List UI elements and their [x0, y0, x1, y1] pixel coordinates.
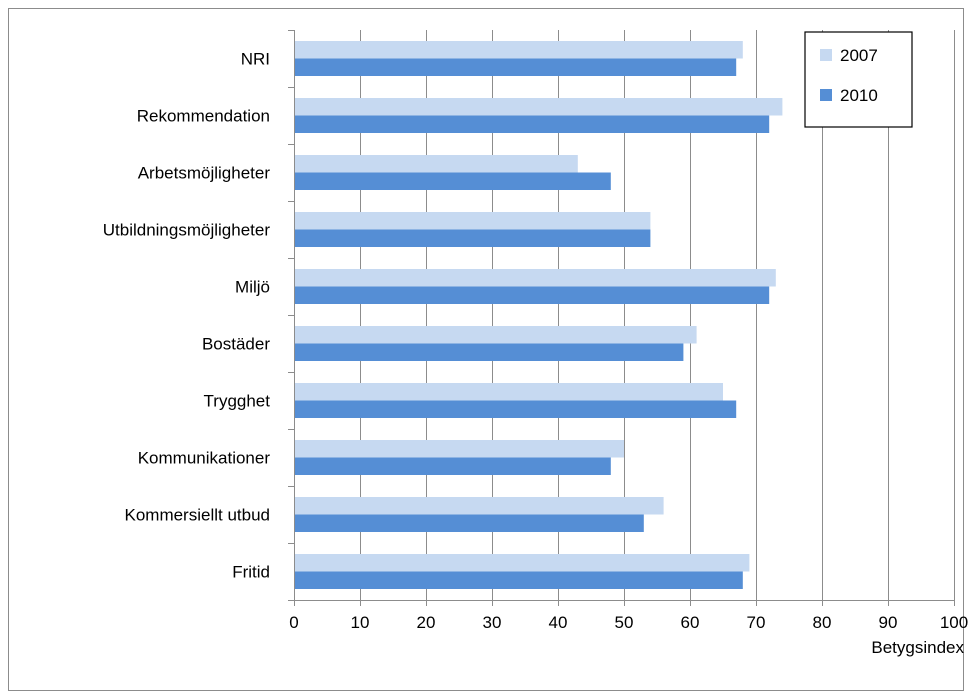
category-labels: NRI Rekommendation Arbetsmöjligheter Utbild…	[103, 50, 271, 582]
legend-label-2007: 2007	[840, 46, 878, 65]
category-label: Bostäder	[202, 335, 270, 354]
bar-2007	[294, 554, 750, 572]
bar-2007	[294, 269, 776, 287]
bars	[294, 41, 783, 589]
bar-2007	[294, 497, 664, 515]
legend-swatch-2007	[820, 49, 832, 61]
category-label: Kommunikationer	[138, 449, 271, 468]
legend-swatch-2010	[820, 89, 832, 101]
x-tick-label: 10	[351, 613, 370, 632]
x-tick-label: 20	[417, 613, 436, 632]
x-tick-label: 60	[681, 613, 700, 632]
category-label: NRI	[241, 50, 270, 69]
bar-2007	[294, 98, 783, 116]
category-label: Rekommendation	[137, 107, 270, 126]
category-label: Utbildningsmöjligheter	[103, 221, 271, 240]
x-axis-title: Betygsindex	[871, 638, 964, 657]
x-tick-label: 100	[940, 613, 968, 632]
x-tick-label: 80	[813, 613, 832, 632]
bar-2010	[294, 571, 743, 589]
legend: 2007 2010	[804, 31, 913, 128]
category-label: Fritid	[232, 563, 270, 582]
x-tick-label: 30	[483, 613, 502, 632]
bar-2010	[294, 58, 737, 76]
bar-2010	[294, 457, 611, 475]
category-label: Miljö	[235, 278, 270, 297]
x-tick-label: 50	[615, 613, 634, 632]
x-tick-label: 90	[879, 613, 898, 632]
bar-2010	[294, 343, 684, 361]
bar-2007	[294, 212, 651, 230]
bar-2007	[294, 440, 624, 458]
bar-2007	[294, 326, 697, 344]
bar-2010	[294, 400, 737, 418]
category-label: Trygghet	[204, 392, 271, 411]
tick-labels: 0 10 20 30 40 50 60 70 80 90 100	[289, 613, 968, 632]
bar-2010	[294, 286, 770, 304]
bar-2007	[294, 383, 723, 401]
legend-box	[804, 31, 913, 128]
bar-2010	[294, 172, 611, 190]
bar-2010	[294, 514, 644, 532]
axes	[288, 30, 955, 606]
legend-label-2010: 2010	[840, 86, 878, 105]
x-tick-label: 70	[747, 613, 766, 632]
bar-2010	[294, 115, 770, 133]
category-label: Kommersiellt utbud	[124, 506, 270, 525]
category-label: Arbetsmöjligheter	[138, 164, 271, 183]
x-tick-label: 0	[289, 613, 298, 632]
bar-2007	[294, 155, 578, 173]
x-tick-label: 40	[549, 613, 568, 632]
bar-2010	[294, 229, 651, 247]
bar-2007	[294, 41, 743, 59]
